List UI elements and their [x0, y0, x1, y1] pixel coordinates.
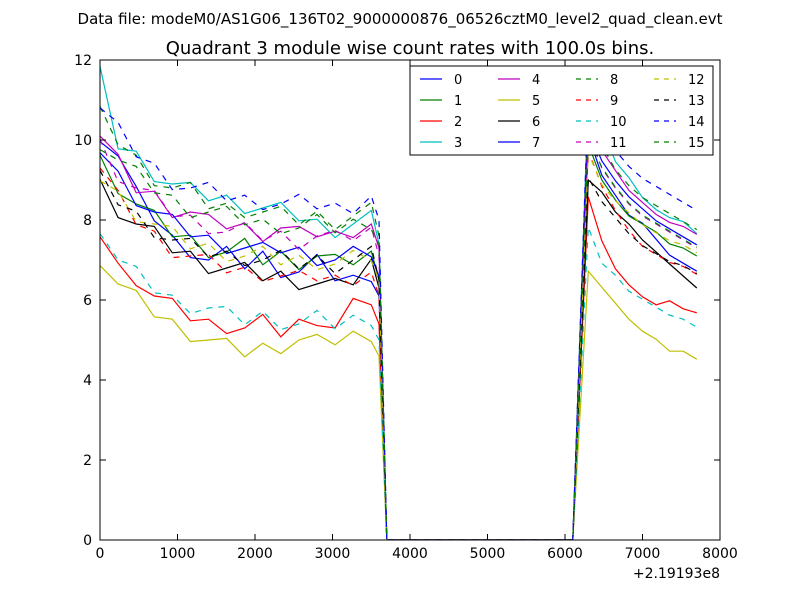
y-tick-label: 0: [83, 533, 92, 549]
y-tick-label: 8: [83, 213, 92, 229]
series-line-7: [100, 128, 698, 540]
series-line-14: [100, 94, 698, 540]
series-line-4: [100, 106, 698, 540]
x-tick-label: 8000: [702, 546, 738, 562]
x-tick-label: 7000: [625, 546, 661, 562]
x-tick-label: 2000: [237, 546, 273, 562]
series-layer: [100, 66, 698, 540]
series-line-12: [100, 152, 698, 540]
legend-label-1: 1: [454, 94, 462, 109]
legend-label-8: 8: [610, 73, 618, 88]
x-tick-label: 3000: [315, 546, 351, 562]
legend-label-10: 10: [610, 115, 627, 130]
series-line-13: [100, 170, 698, 540]
axes: 0 1000 2000 3000 4000 5000 6000 7000 80000246810…: [74, 53, 738, 582]
x-tick-label: 4000: [392, 546, 428, 562]
legend-label-9: 9: [610, 94, 618, 109]
legend-label-3: 3: [454, 136, 462, 151]
legend-box: [409, 65, 714, 156]
legend-label-5: 5: [532, 94, 540, 109]
legend-label-4: 4: [532, 73, 540, 88]
series-line-3: [100, 66, 698, 540]
y-tick-label: 10: [74, 133, 92, 149]
series-line-8: [100, 106, 698, 540]
series-line-2: [100, 196, 697, 540]
series-line-10: [100, 226, 698, 540]
legend-label-7: 7: [532, 136, 540, 151]
legend-label-15: 15: [688, 136, 705, 151]
legend-label-0: 0: [454, 73, 462, 88]
x-tick-label: 6000: [547, 546, 583, 562]
series-line-5: [100, 265, 698, 540]
chart-title: Quadrant 3 module wise count rates with …: [166, 38, 655, 59]
legend-label-6: 6: [532, 115, 540, 130]
series-line-1: [100, 143, 698, 540]
legend-label-2: 2: [454, 115, 462, 130]
legend-label-13: 13: [688, 94, 705, 109]
legend-label-11: 11: [610, 136, 627, 151]
legend-label-14: 14: [688, 115, 705, 130]
legend-label-12: 12: [688, 73, 705, 88]
x-tick-label: 5000: [470, 546, 506, 562]
chart-suptitle: Data file: modeM0/AS1G06_136T02_90000008…: [78, 10, 723, 29]
series-line-6: [100, 178, 698, 540]
x-offset-label: +2.19193e8: [633, 566, 720, 582]
y-tick-label: 2: [83, 453, 92, 469]
x-tick-label: 0: [96, 546, 105, 562]
y-tick-label: 6: [83, 293, 92, 309]
x-tick-label: 1000: [160, 546, 196, 562]
y-tick-label: 12: [74, 53, 92, 69]
y-tick-label: 4: [83, 373, 92, 389]
series-line-15: [100, 138, 698, 540]
